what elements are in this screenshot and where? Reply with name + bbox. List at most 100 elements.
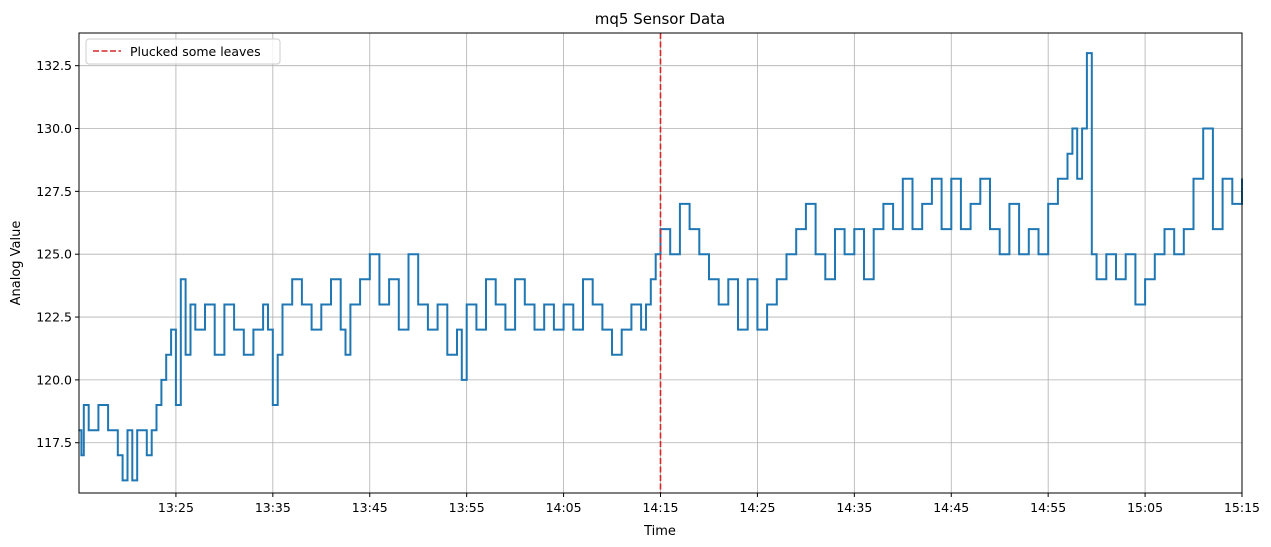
data-point [398, 328, 400, 331]
data-point [872, 228, 875, 230]
x-tick-label: 15:15 [1224, 500, 1260, 515]
data-point [814, 253, 817, 256]
y-tick-label: 132.5 [36, 58, 72, 73]
data-point [940, 228, 943, 230]
data-point [834, 228, 836, 230]
data-point [160, 379, 163, 381]
data-point [330, 278, 332, 281]
data-point [368, 253, 371, 256]
x-axis-label: Time [643, 524, 676, 539]
data-point [204, 303, 206, 306]
data-point [301, 303, 303, 306]
data-point [310, 328, 313, 331]
data-point [213, 353, 216, 356]
data-point [1221, 177, 1224, 180]
data-point [146, 454, 148, 457]
data-point [359, 278, 361, 281]
data-point [1115, 278, 1117, 281]
data-point [533, 328, 536, 331]
data-point [524, 303, 526, 306]
data-point [766, 303, 768, 306]
data-point [679, 203, 681, 205]
data-point [921, 203, 923, 205]
data-point [446, 353, 449, 356]
data-point [1081, 127, 1083, 130]
data-point [475, 328, 478, 331]
data-point [785, 253, 788, 256]
data-point [223, 303, 226, 306]
data-point [1057, 177, 1059, 180]
data-point [1144, 278, 1146, 281]
data-point [1134, 303, 1137, 306]
data-point [136, 429, 138, 431]
y-tick-label: 122.5 [36, 310, 72, 325]
data-point [179, 278, 182, 281]
data-point [461, 379, 463, 381]
data-point [436, 303, 439, 306]
data-point [339, 328, 342, 331]
data-point [562, 303, 565, 306]
data-point [630, 303, 633, 306]
data-point [708, 278, 710, 281]
data-point [131, 479, 134, 482]
data-point [175, 404, 177, 406]
data-point [107, 429, 109, 431]
y-tick-label: 130.0 [36, 121, 72, 136]
data-point [853, 228, 856, 230]
data-point [80, 454, 83, 457]
data-layer [78, 33, 1243, 493]
data-point [456, 328, 458, 331]
data-point [1066, 152, 1069, 155]
data-point [150, 429, 153, 431]
x-tick-label: 14:45 [933, 500, 969, 515]
y-axis-label: Analog Value [9, 221, 24, 306]
data-point [194, 328, 197, 331]
data-point [1008, 203, 1011, 205]
data-point [950, 177, 953, 180]
x-tick-label: 13:35 [255, 500, 291, 515]
data-point [155, 404, 158, 406]
data-point [252, 328, 255, 331]
data-point [645, 303, 647, 306]
data-point [184, 353, 187, 356]
data-point [272, 404, 274, 406]
data-point [1018, 253, 1020, 256]
data-point [611, 353, 613, 356]
data-point [1192, 177, 1195, 180]
data-point [620, 328, 623, 331]
data-point [189, 303, 192, 306]
chart-title: mq5 Sensor Data [595, 10, 725, 28]
data-point [87, 429, 90, 431]
data-point [126, 429, 129, 431]
data-point [485, 278, 487, 281]
data-point [669, 253, 671, 256]
data-point [543, 303, 545, 306]
data-point [1183, 228, 1185, 230]
data-point [863, 278, 865, 281]
data-point [654, 253, 657, 256]
data-point [1153, 253, 1156, 256]
data-point [1076, 177, 1079, 180]
data-point [1212, 228, 1214, 230]
data-point [640, 328, 642, 331]
data-point [756, 328, 759, 331]
data-point [805, 203, 807, 205]
x-tick-label: 14:05 [546, 500, 582, 515]
data-point [1086, 52, 1088, 54]
data-point [998, 253, 1001, 256]
data-point [553, 328, 555, 331]
x-tick-label: 13:55 [449, 500, 485, 515]
data-point [281, 303, 284, 306]
data-point [582, 278, 584, 281]
data-point [388, 278, 390, 281]
y-tick-label: 125.0 [36, 247, 72, 262]
data-point [504, 328, 507, 331]
data-point [688, 228, 691, 230]
data-point [892, 228, 894, 230]
data-point [349, 303, 352, 306]
data-point [170, 328, 172, 331]
data-point [601, 328, 604, 331]
data-point [407, 253, 410, 256]
data-point [727, 278, 730, 281]
